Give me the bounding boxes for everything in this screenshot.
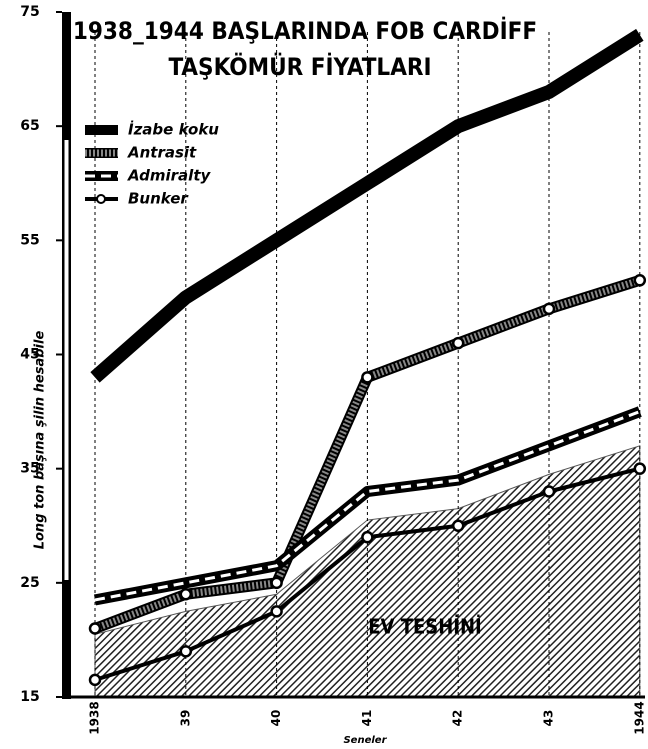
x-axis-label: Seneler xyxy=(343,735,387,746)
x-tick-label: 1944 xyxy=(632,701,646,734)
point xyxy=(451,336,465,350)
point xyxy=(451,519,465,532)
point xyxy=(270,576,283,590)
y-tick-label: 75 xyxy=(20,4,39,20)
x-tick-label: 1938 xyxy=(88,701,102,734)
point xyxy=(542,485,556,498)
annotation: EV TESHİNİ xyxy=(368,615,482,639)
y-tick-label: 25 xyxy=(20,575,39,591)
legend-marker xyxy=(96,194,106,204)
y-tick-label: 45 xyxy=(20,347,39,363)
legend-label: Admiralty xyxy=(127,167,211,185)
y-tick-label: 65 xyxy=(20,118,39,134)
legend-label: İzabe koku xyxy=(128,120,219,139)
chart-subtitle: TAŞKÖMÜR FİYATLARI xyxy=(168,51,431,81)
point xyxy=(633,462,647,475)
y-axis-label: Long ton başına şilin hesabile xyxy=(33,331,48,550)
point xyxy=(88,673,102,687)
y-axis-inner xyxy=(64,140,69,580)
x-tick-label: 42 xyxy=(451,710,465,727)
x-tick-label: 39 xyxy=(178,710,192,727)
point xyxy=(270,605,283,618)
point xyxy=(179,645,193,658)
x-tick-label: 41 xyxy=(360,710,374,727)
series-line xyxy=(90,28,644,383)
legend-label: Antrasit xyxy=(127,144,197,162)
series-line xyxy=(93,406,642,606)
point xyxy=(361,530,374,544)
x-tick-label: 43 xyxy=(542,710,556,727)
y-tick-label: 35 xyxy=(20,461,39,477)
point xyxy=(542,302,556,316)
point xyxy=(179,588,193,601)
chart-title: 1938_1944 BAŞLARINDA FOB CARDİFF xyxy=(73,16,537,45)
y-tick-label: 15 xyxy=(20,689,39,705)
legend-label: Bunker xyxy=(128,190,189,208)
point xyxy=(361,371,374,384)
y-tick-label: 55 xyxy=(20,232,39,248)
x-tick-label: 40 xyxy=(269,710,283,727)
point xyxy=(88,622,102,635)
point xyxy=(633,274,647,287)
